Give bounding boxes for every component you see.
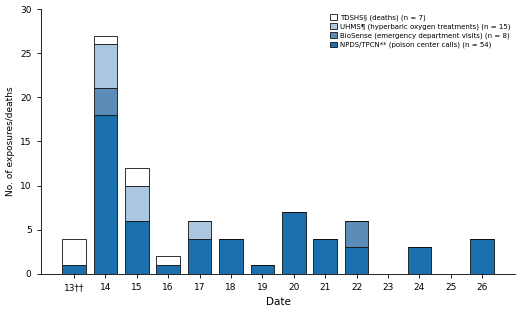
Bar [62, 239, 86, 265]
Bar [125, 186, 148, 221]
Bar [188, 221, 212, 239]
Bar [345, 247, 368, 274]
Bar [188, 239, 212, 274]
Bar [94, 89, 117, 115]
Bar [470, 239, 494, 274]
Bar [407, 247, 431, 274]
Bar [94, 44, 117, 89]
Bar [219, 239, 243, 274]
Bar [345, 221, 368, 247]
Bar [94, 36, 117, 44]
Bar [282, 212, 305, 274]
Bar [94, 115, 117, 274]
Bar [125, 221, 148, 274]
Bar [62, 265, 86, 274]
Bar [156, 256, 180, 265]
Bar [251, 265, 274, 274]
Bar [313, 239, 337, 274]
Bar [125, 168, 148, 186]
X-axis label: Date: Date [266, 297, 291, 307]
Y-axis label: No. of exposures/deaths: No. of exposures/deaths [6, 87, 15, 196]
Legend: TDSHS§ (deaths) (n = 7), UHMS¶ (hyperbaric oxygen treatments) (n = 15), BioSense: TDSHS§ (deaths) (n = 7), UHMS¶ (hyperbar… [329, 13, 512, 50]
Bar [156, 265, 180, 274]
